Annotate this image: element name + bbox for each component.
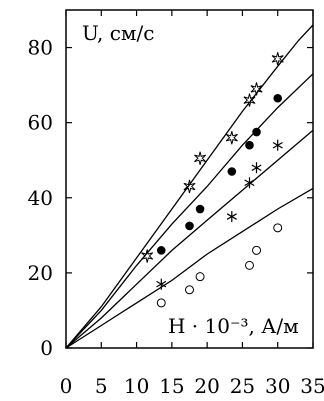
open-circle-marker bbox=[156, 298, 166, 308]
asterisk-marker bbox=[226, 211, 237, 223]
x-tick-label: 0 bbox=[60, 374, 73, 398]
fit-curve-3 bbox=[65, 129, 314, 349]
x-tick-label: 30 bbox=[265, 374, 290, 398]
x-tick-label: 10 bbox=[124, 374, 149, 398]
fit-curve-4 bbox=[65, 187, 314, 349]
y-tick-label: 20 bbox=[28, 261, 53, 285]
asterisk-stroke bbox=[272, 141, 283, 149]
fit-curve-1 bbox=[65, 24, 314, 349]
star-marker bbox=[243, 93, 256, 107]
y-tick-label: 80 bbox=[28, 36, 53, 60]
open-circle-marker bbox=[244, 260, 254, 270]
star-marker bbox=[141, 249, 154, 263]
x-tick-label: 5 bbox=[95, 374, 108, 398]
asterisk-marker bbox=[156, 278, 167, 290]
y-tick-label: 60 bbox=[28, 111, 53, 135]
open-circle-marker bbox=[273, 223, 283, 233]
open-circle-marker bbox=[195, 272, 205, 282]
asterisk-stroke bbox=[244, 179, 255, 187]
filled-circle-marker bbox=[195, 204, 205, 214]
x-tick-label: 35 bbox=[300, 374, 324, 398]
open-circle-marker bbox=[185, 285, 194, 295]
y-tick-label: 40 bbox=[28, 186, 53, 210]
filled-circle-marker bbox=[273, 93, 283, 103]
fit-curve-2 bbox=[65, 73, 314, 349]
filled-circle-marker bbox=[227, 167, 237, 176]
asterisk-stroke bbox=[251, 164, 262, 172]
asterisk-marker bbox=[251, 162, 262, 174]
asterisk-stroke bbox=[226, 213, 237, 220]
star-marker bbox=[225, 131, 238, 145]
data-markers bbox=[141, 52, 284, 308]
plot-frame bbox=[65, 9, 314, 349]
filled-circle-marker bbox=[245, 140, 254, 150]
y-tick-label: 0 bbox=[40, 336, 53, 360]
x-tick-label: 15 bbox=[159, 374, 184, 398]
asterisk-stroke bbox=[156, 280, 167, 288]
fit-curves bbox=[65, 24, 314, 349]
filled-circle-marker bbox=[156, 246, 166, 255]
filled-circle-marker bbox=[252, 127, 261, 137]
filled-circle-marker bbox=[185, 221, 194, 231]
axis-ticks bbox=[65, 10, 314, 349]
x-axis-label: H · 10⁻³, А/м bbox=[168, 314, 299, 338]
open-circle-marker bbox=[252, 245, 262, 255]
star-marker bbox=[183, 179, 196, 194]
asterisk-marker bbox=[272, 139, 283, 151]
y-axis-label: U, см/с bbox=[82, 21, 154, 45]
star-marker bbox=[194, 151, 207, 165]
asterisk-marker bbox=[244, 177, 255, 189]
x-tick-label: 25 bbox=[230, 374, 255, 398]
x-tick-label: 20 bbox=[194, 374, 219, 398]
star-marker bbox=[250, 82, 263, 96]
star-marker bbox=[271, 52, 284, 66]
